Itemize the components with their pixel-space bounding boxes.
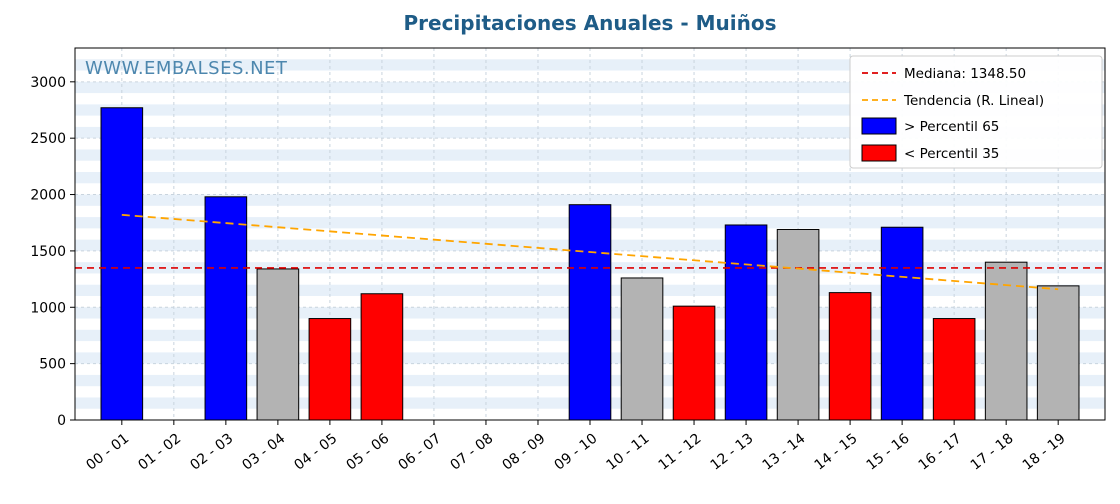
bar-09-10: [568, 204, 612, 421]
x-tick-label: 13 - 14: [760, 430, 809, 473]
bar-03-04: [256, 268, 300, 421]
bg-stripe: [75, 149, 1105, 161]
x-tick-label: 03 - 04: [239, 430, 288, 473]
trend-line: [121, 213, 1059, 291]
x-tick-label: 07 - 08: [447, 431, 496, 474]
x-tick-label: 11 - 12: [656, 431, 705, 474]
bar-14-15: [828, 292, 872, 421]
x-tick-label: 10 - 11: [604, 431, 653, 474]
y-tick-label: 1000: [30, 300, 66, 316]
x-tick-label: 06 - 07: [395, 431, 444, 474]
bar-13-14: [776, 228, 820, 421]
legend-trend-label: Tendencia (R. Lineal): [903, 93, 1044, 109]
x-tick-label: 00 - 01: [83, 431, 132, 474]
bar-11-12: [672, 305, 716, 421]
x-tick-label: 05 - 06: [343, 430, 392, 473]
watermark: WWW.EMBALSES.NET: [85, 58, 288, 79]
chart-title: Precipitaciones Anuales - Muiños: [403, 11, 776, 35]
x-tick-label: 17 - 18: [968, 431, 1017, 474]
x-tick-label: 15 - 16: [864, 430, 913, 473]
bar-12-13: [724, 224, 768, 421]
x-tick-label: 08 - 09: [500, 431, 549, 474]
legend-percentil35-patch: [861, 144, 897, 162]
bar-00-01: [100, 107, 144, 421]
y-tick-label: 2000: [30, 188, 66, 204]
x-tick-label: 01 - 02: [135, 431, 184, 474]
legend: Mediana: 1348.50 Tendencia (R. Lineal) >…: [849, 55, 1103, 169]
legend-percentil35-label: < Percentil 35: [904, 146, 999, 162]
x-tick-label: 12 - 13: [708, 431, 757, 474]
legend-box: [849, 55, 1103, 169]
x-tick-label: 18 - 19: [1020, 431, 1069, 474]
y-tick-label: 3000: [30, 75, 66, 91]
y-tick-label: 500: [39, 357, 66, 373]
bar-17-18: [984, 261, 1028, 421]
x-tick-label: 02 - 03: [187, 431, 236, 474]
bg-stripe: [75, 59, 1105, 71]
y-tick-label: 2500: [30, 131, 66, 147]
bg-stripe: [75, 81, 1105, 94]
legend-median-label: Mediana: 1348.50: [904, 66, 1026, 82]
bar-04-05: [308, 318, 352, 421]
legend-percentil65-label: > Percentil 65: [904, 119, 999, 135]
y-tick-label: 1500: [30, 244, 66, 260]
x-tick-label: 04 - 05: [291, 431, 340, 474]
bar-15-16: [880, 226, 924, 421]
plot-area: 0 500 1000 1500 2000 2500 3000 00 - 01 01 - 02 02…: [30, 47, 1106, 474]
bar-10-11: [620, 277, 664, 421]
bar-16-17: [932, 318, 976, 421]
legend-percentil65-patch: [861, 117, 897, 135]
x-tick-label: 14 - 15: [812, 431, 861, 474]
bar-18-19: [1036, 285, 1080, 421]
x-tick-label: 09 - 10: [552, 431, 601, 474]
bar-02-03: [204, 196, 248, 421]
bar-05-06: [360, 293, 404, 421]
bg-stripe: [75, 172, 1105, 184]
x-tick-label: 16 - 17: [916, 431, 965, 474]
y-tick-label: 0: [57, 413, 66, 429]
